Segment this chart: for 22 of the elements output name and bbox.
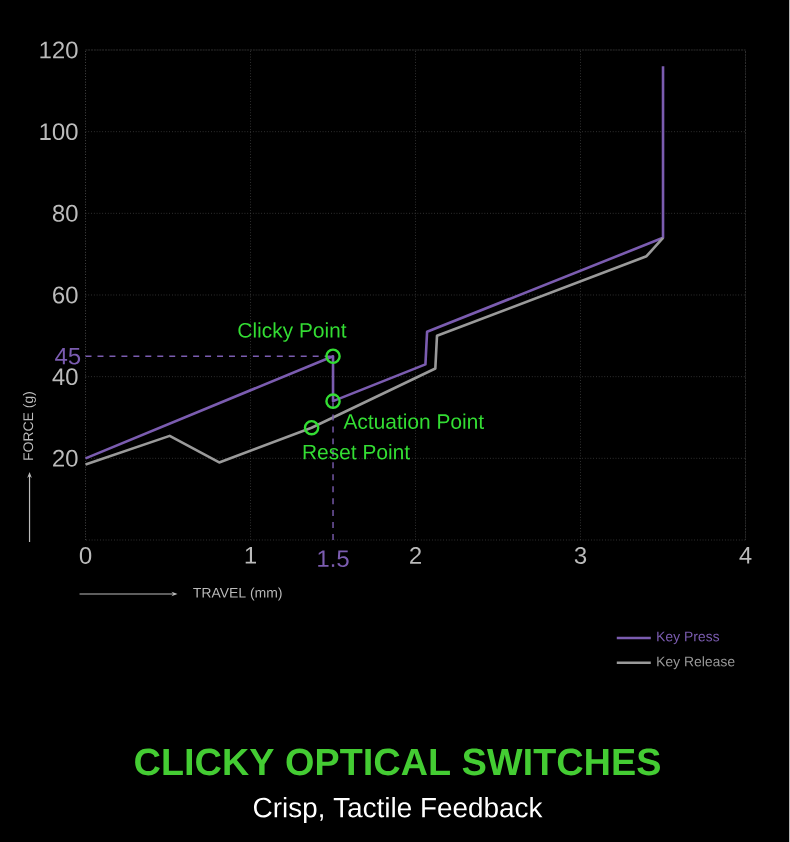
x-tick-label: 2	[410, 547, 422, 564]
y-tick-label: 20	[53, 449, 78, 467]
point	[325, 393, 342, 409]
y-tick-label: 60	[53, 286, 78, 304]
y-tick-label: 120	[40, 41, 78, 59]
annotation: Reset Point	[303, 444, 411, 460]
ref-line-label: 45	[55, 347, 81, 365]
y-tick-label: 80	[53, 204, 78, 222]
x-tick-label: 1	[245, 547, 257, 564]
annotation: Actuation Point	[343, 413, 485, 429]
x-tick-label: 4	[739, 547, 752, 564]
line-series	[84, 236, 665, 466]
text: CLICKY OPTICAL SWITCHES	[135, 748, 661, 776]
text: Crisp, Tactile Feedback	[254, 796, 543, 823]
ref-line-label: 1.5	[318, 550, 349, 568]
point	[304, 419, 320, 436]
y-tick-label: 100	[40, 123, 78, 141]
y-tick-label: 40	[52, 368, 78, 386]
annotation: Clicky Point	[238, 322, 347, 342]
point	[325, 348, 342, 365]
x-tick-label: 3	[575, 547, 587, 564]
x-tick-label: 0	[80, 547, 92, 564]
